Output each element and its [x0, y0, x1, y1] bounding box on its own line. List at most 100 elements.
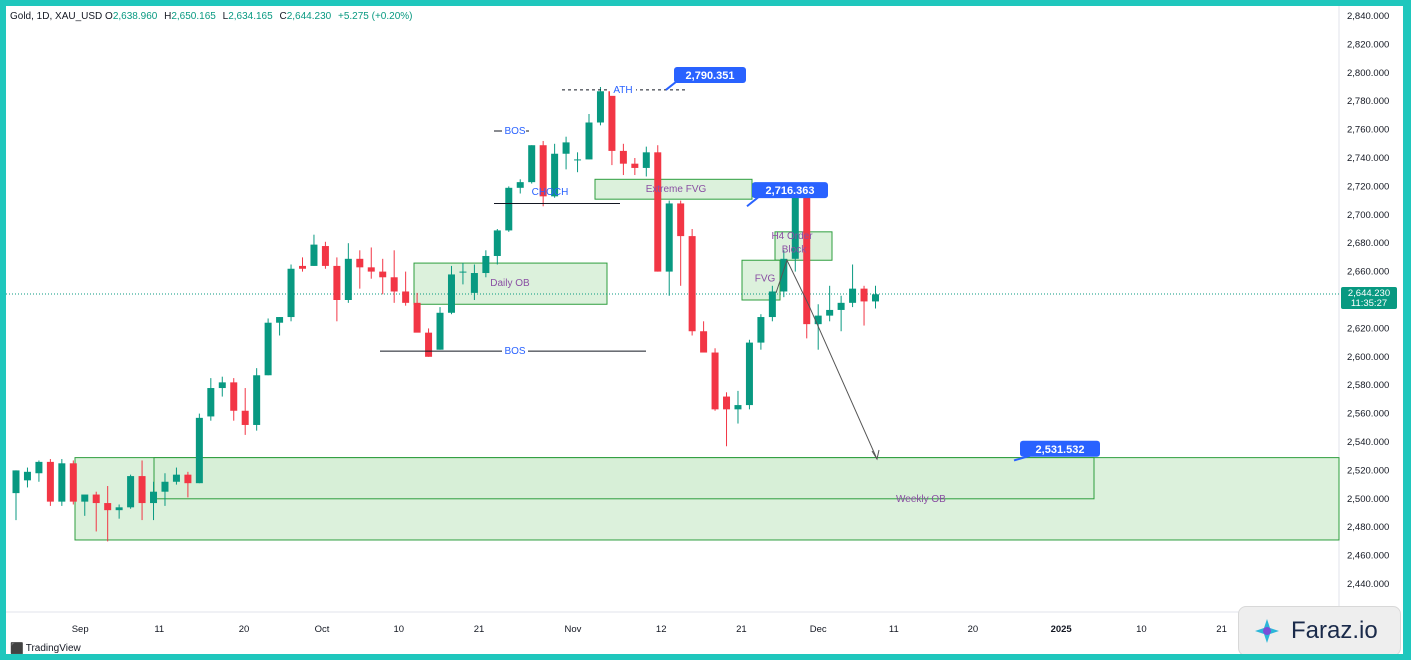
high-label: H [164, 11, 172, 22]
ath-label-bg [610, 83, 636, 96]
price-tick-label: 2,760.000 [1347, 125, 1389, 136]
candle-body [608, 91, 616, 151]
zone-daily-ob [413, 262, 608, 305]
open-label: O [105, 11, 113, 22]
candle-body [138, 476, 146, 504]
candle-body [631, 163, 639, 168]
candle-body [253, 375, 261, 425]
time-tick-label: 21 [736, 624, 747, 635]
high-value: 2,650.165 [171, 11, 216, 22]
candle-body [195, 417, 203, 484]
price-tick-label: 2,820.000 [1347, 39, 1389, 50]
candle-body [161, 481, 169, 492]
price-chart[interactable]: 2,840.000 2,820.000 2,800.000 2,780.000 2,76… [6, 6, 1403, 654]
candle-body [585, 122, 593, 160]
candle-body [104, 503, 112, 511]
candle-body [92, 494, 100, 504]
time-tick-label: 2025 [1051, 624, 1073, 635]
low-label: L [222, 11, 229, 22]
candle-body [482, 255, 490, 274]
candle-body [276, 317, 284, 323]
candle-body [81, 494, 89, 502]
time-tick-label: Dec [810, 624, 827, 635]
candle-body [356, 258, 364, 268]
candle-body [493, 230, 501, 256]
price-tick-label: 2,620.000 [1347, 323, 1389, 334]
candle-body [837, 302, 845, 310]
candle-body [470, 273, 478, 293]
zone-label-extreme-fvg: Extreme FVG [646, 184, 707, 195]
candle-body [58, 463, 66, 502]
zone-label-daily-ob: Daily OB [490, 278, 530, 289]
candle-body [700, 331, 708, 353]
candle-body [379, 271, 387, 278]
price-tick-label: 2,460.000 [1347, 551, 1389, 562]
bos-lower-label: BOS [504, 346, 525, 357]
price-tick-label: 2,500.000 [1347, 494, 1389, 505]
time-tick-label: Oct [315, 624, 330, 635]
countdown-label: 11:35:27 [1351, 298, 1387, 309]
candle-body [35, 461, 43, 474]
faraz-logo-icon [1255, 619, 1279, 643]
candle-body [447, 274, 455, 313]
price-tick-label: 2,540.000 [1347, 437, 1389, 448]
price-tick-label: 2,560.000 [1347, 409, 1389, 420]
price-tick-label: 2,800.000 [1347, 68, 1389, 79]
zone-label-fvg: FVG [755, 274, 776, 285]
faraz-watermark: Faraz.io [1238, 606, 1401, 654]
time-tick-label: 10 [393, 624, 404, 635]
zone-inner-weekly [153, 457, 1095, 500]
time-tick-label: 20 [239, 624, 250, 635]
candle-body [665, 203, 673, 272]
candle-body [826, 309, 834, 316]
candle-body [654, 152, 662, 272]
time-tick-label: 21 [1216, 624, 1227, 635]
candle-body [299, 265, 306, 269]
candle-body [402, 291, 410, 303]
callout-badge [1020, 440, 1100, 457]
callout-label: 2,716.363 [766, 185, 815, 197]
bos-upper-label: BOS [504, 126, 525, 137]
callout-badge [752, 182, 828, 199]
projection-arrowhead [871, 449, 880, 461]
candle-body [172, 474, 180, 482]
zone-label-h4-line2: Block [782, 244, 807, 255]
candle-body [677, 203, 685, 237]
time-tick-label: 10 [1136, 624, 1147, 635]
price-tick-label: 2,600.000 [1347, 352, 1389, 363]
candle-body [860, 288, 868, 302]
candle-body [367, 267, 375, 272]
symbol-title: Gold, 1D, XAU_USD [10, 11, 103, 22]
price-tick-label: 2,840.000 [1347, 11, 1389, 22]
candle-body [230, 382, 238, 411]
current-price-label: 2,644.230 [1348, 288, 1390, 299]
price-tick-label: 2,480.000 [1347, 522, 1389, 533]
candle-body [780, 258, 788, 292]
bos-upper-bg [502, 125, 526, 138]
candle-body [344, 258, 352, 300]
candle-body [734, 405, 742, 410]
candle-body [505, 187, 513, 231]
candle-body [390, 277, 398, 292]
price-tick-label: 2,740.000 [1347, 153, 1389, 164]
tradingview-logo[interactable]: ⬛ TradingView [10, 642, 81, 654]
candle-body [745, 342, 753, 406]
callout-label: 2,790.351 [686, 70, 735, 82]
time-tick-label: 11 [154, 624, 164, 635]
candle-body [872, 294, 879, 302]
price-tick-label: 2,440.000 [1347, 579, 1389, 590]
candle-body [723, 396, 731, 410]
candle-body [23, 471, 31, 481]
candle-body [241, 410, 249, 425]
candle-body [287, 268, 295, 318]
time-tick-label: Sep [72, 624, 89, 635]
zone-label-h4-line1: H4 Order [771, 231, 813, 242]
time-tick-label: 11 [889, 624, 899, 635]
tradingview-icon: ⬛ [10, 643, 24, 654]
candle-body [115, 507, 123, 511]
candle-body [642, 152, 650, 168]
low-value: 2,634.165 [228, 11, 273, 22]
ath-label: ATH [613, 85, 632, 96]
choch-label: CHOCH [532, 187, 569, 198]
price-tick-label: 2,680.000 [1347, 238, 1389, 249]
